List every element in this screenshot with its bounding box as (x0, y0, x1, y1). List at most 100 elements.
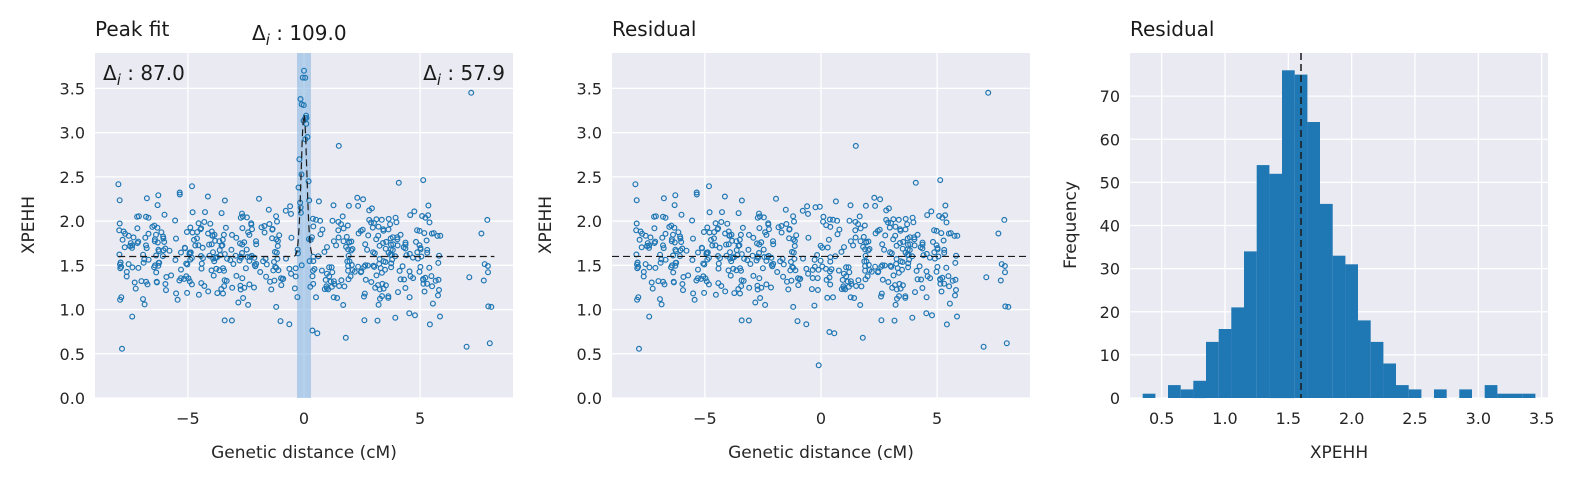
data-point (792, 267, 799, 274)
data-point (208, 241, 215, 248)
data-point (410, 275, 417, 282)
data-point (809, 266, 816, 273)
data-point (178, 266, 185, 273)
data-point (662, 256, 669, 263)
data-point (143, 242, 150, 249)
data-point (652, 213, 659, 220)
data-point (278, 282, 285, 289)
data-point (892, 301, 899, 308)
data-point (323, 270, 330, 277)
data-point (884, 219, 891, 226)
data-point (928, 312, 935, 319)
data-point (436, 252, 443, 259)
x-axis-label: XPEHH (1310, 443, 1368, 463)
histogram-bar (1484, 385, 1498, 398)
y-tick-label: 20 (1100, 303, 1120, 322)
data-point (153, 278, 160, 285)
data-point (402, 245, 409, 252)
data-point (723, 241, 730, 248)
data-point (705, 183, 712, 190)
data-point (371, 263, 378, 270)
data-point (288, 210, 295, 217)
data-point (251, 254, 258, 261)
data-point (143, 278, 150, 285)
y-tick-label: 2.0 (577, 212, 602, 231)
data-point (760, 214, 767, 221)
data-point (326, 264, 333, 271)
data-point (769, 238, 776, 245)
data-point (754, 286, 761, 293)
data-point (906, 256, 913, 263)
data-point (183, 260, 190, 267)
data-points (632, 89, 1012, 369)
data-point (425, 212, 432, 219)
data-point (814, 275, 821, 282)
data-point (700, 273, 707, 280)
data-point (940, 237, 947, 244)
data-point (727, 272, 734, 279)
data-point (902, 294, 909, 301)
data-point (910, 219, 917, 226)
data-point (251, 284, 258, 291)
data-point (638, 244, 645, 251)
data-point (221, 251, 228, 258)
data-point (633, 220, 640, 227)
data-point (760, 246, 767, 253)
data-point (294, 246, 301, 253)
histogram-bar (1345, 264, 1358, 398)
data-point (313, 216, 320, 223)
data-point (432, 277, 439, 284)
data-point (829, 294, 836, 301)
data-point (435, 292, 442, 299)
data-point (172, 257, 179, 264)
data-point (885, 279, 892, 286)
data-point (311, 266, 318, 273)
data-point (176, 189, 183, 196)
data-point (343, 233, 350, 240)
data-point (805, 234, 812, 241)
data-point (699, 245, 706, 252)
data-point (946, 283, 953, 290)
data-point (416, 227, 423, 234)
data-point (718, 283, 725, 290)
data-point (325, 286, 332, 293)
data-point (428, 273, 435, 280)
data-point (402, 239, 409, 246)
data-point (693, 189, 700, 196)
data-point (814, 287, 821, 294)
data-point (154, 202, 161, 209)
panel-title: Residual (612, 17, 696, 41)
data-point (173, 290, 180, 297)
data-point (335, 142, 342, 149)
data-point (637, 228, 644, 235)
data-point (488, 303, 495, 310)
x-tick-label: 1.0 (1212, 409, 1237, 428)
data-point (140, 296, 147, 303)
data-point (804, 210, 811, 217)
data-point (342, 334, 349, 341)
data-point (924, 212, 931, 219)
data-point (893, 286, 900, 293)
data-point (852, 142, 859, 149)
data-point (770, 241, 777, 248)
data-point (941, 280, 948, 287)
data-point (344, 258, 351, 265)
data-point (338, 221, 345, 228)
data-point (646, 242, 653, 249)
data-point (286, 321, 293, 328)
data-point (253, 260, 260, 267)
data-point (947, 230, 954, 237)
data-point (660, 278, 667, 285)
data-point (421, 230, 428, 237)
data-point (253, 238, 260, 245)
data-point (877, 196, 884, 203)
data-point (361, 293, 368, 300)
data-point (723, 252, 730, 259)
data-point (436, 287, 443, 294)
data-point (121, 244, 128, 251)
data-point (701, 261, 708, 268)
data-point (738, 317, 745, 324)
data-point (757, 295, 764, 302)
data-point (886, 224, 893, 231)
data-point (242, 265, 249, 272)
